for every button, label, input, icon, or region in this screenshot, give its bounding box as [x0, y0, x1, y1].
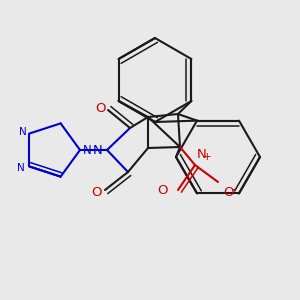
Text: +: + — [203, 152, 211, 162]
Text: -: - — [232, 184, 236, 196]
Text: N: N — [93, 143, 103, 157]
Text: N: N — [19, 127, 26, 136]
Text: N: N — [83, 143, 92, 157]
Text: N: N — [197, 148, 207, 161]
Text: O: O — [223, 186, 233, 199]
Text: N: N — [16, 164, 24, 173]
Text: O: O — [158, 184, 168, 196]
Text: O: O — [92, 185, 102, 199]
Text: O: O — [95, 101, 105, 115]
